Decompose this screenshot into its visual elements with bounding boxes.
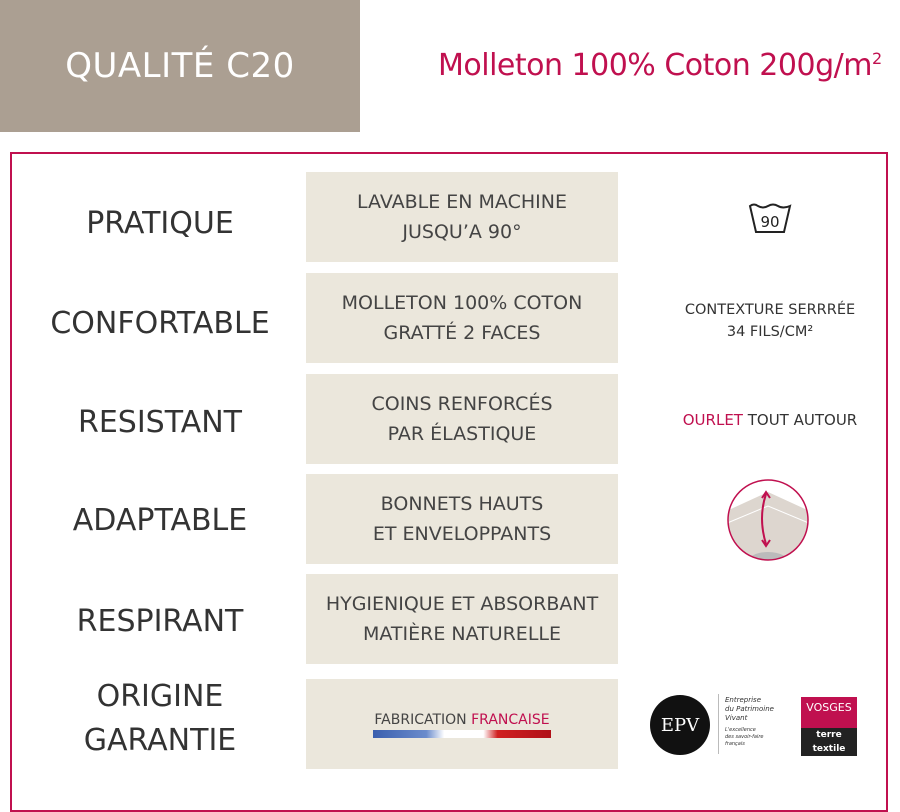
svg-text:90: 90	[760, 213, 779, 231]
divider	[718, 694, 719, 754]
label-confortable: CONFORTABLE	[50, 306, 270, 341]
feature-box: MOLLETON 100% COTON GRATTÉ 2 FACES	[306, 273, 618, 363]
label-respirant: RESPIRANT	[76, 604, 244, 639]
feature-box: COINS RENFORCÉS PAR ÉLASTIQUE	[306, 374, 618, 464]
label-adaptable: ADAPTABLE	[72, 503, 248, 538]
feature-box: LAVABLE EN MACHINE JUSQU’A 90°	[306, 172, 618, 262]
fitted-sheet-corner-icon	[727, 479, 809, 561]
feature-box: BONNETS HAUTS ET ENVELOPPANTS	[306, 474, 618, 564]
label-origine: ORIGINE	[96, 679, 224, 714]
french-flag-icon	[373, 730, 551, 738]
vosges-terre-textile-logo: VOSGES terre textile	[801, 697, 857, 756]
fabrication-box: FABRICATION FRANCAISE	[306, 679, 618, 769]
feature-box: HYGIENIQUE ET ABSORBANT MATIÈRE NATURELLE	[306, 574, 618, 664]
epv-text: Entreprise du Patrimoine Vivant L'excellen…	[725, 696, 774, 747]
label-garantie: GARANTIE	[83, 723, 237, 758]
label-resistant: RESISTANT	[77, 405, 243, 440]
epv-logo: EPV	[650, 695, 710, 755]
product-subtitle: Molleton 100% Coton 200g/m2	[438, 48, 882, 83]
quality-title: QUALITÉ C20	[0, 0, 360, 132]
label-pratique: PRATIQUE	[86, 206, 234, 241]
ourlet-text: OURLET TOUT AUTOUR	[682, 411, 858, 429]
contexture-text: CONTEXTURE SERRRÉE 34 FILS/CM²	[684, 302, 856, 340]
wash-90-icon: 90	[748, 203, 792, 233]
